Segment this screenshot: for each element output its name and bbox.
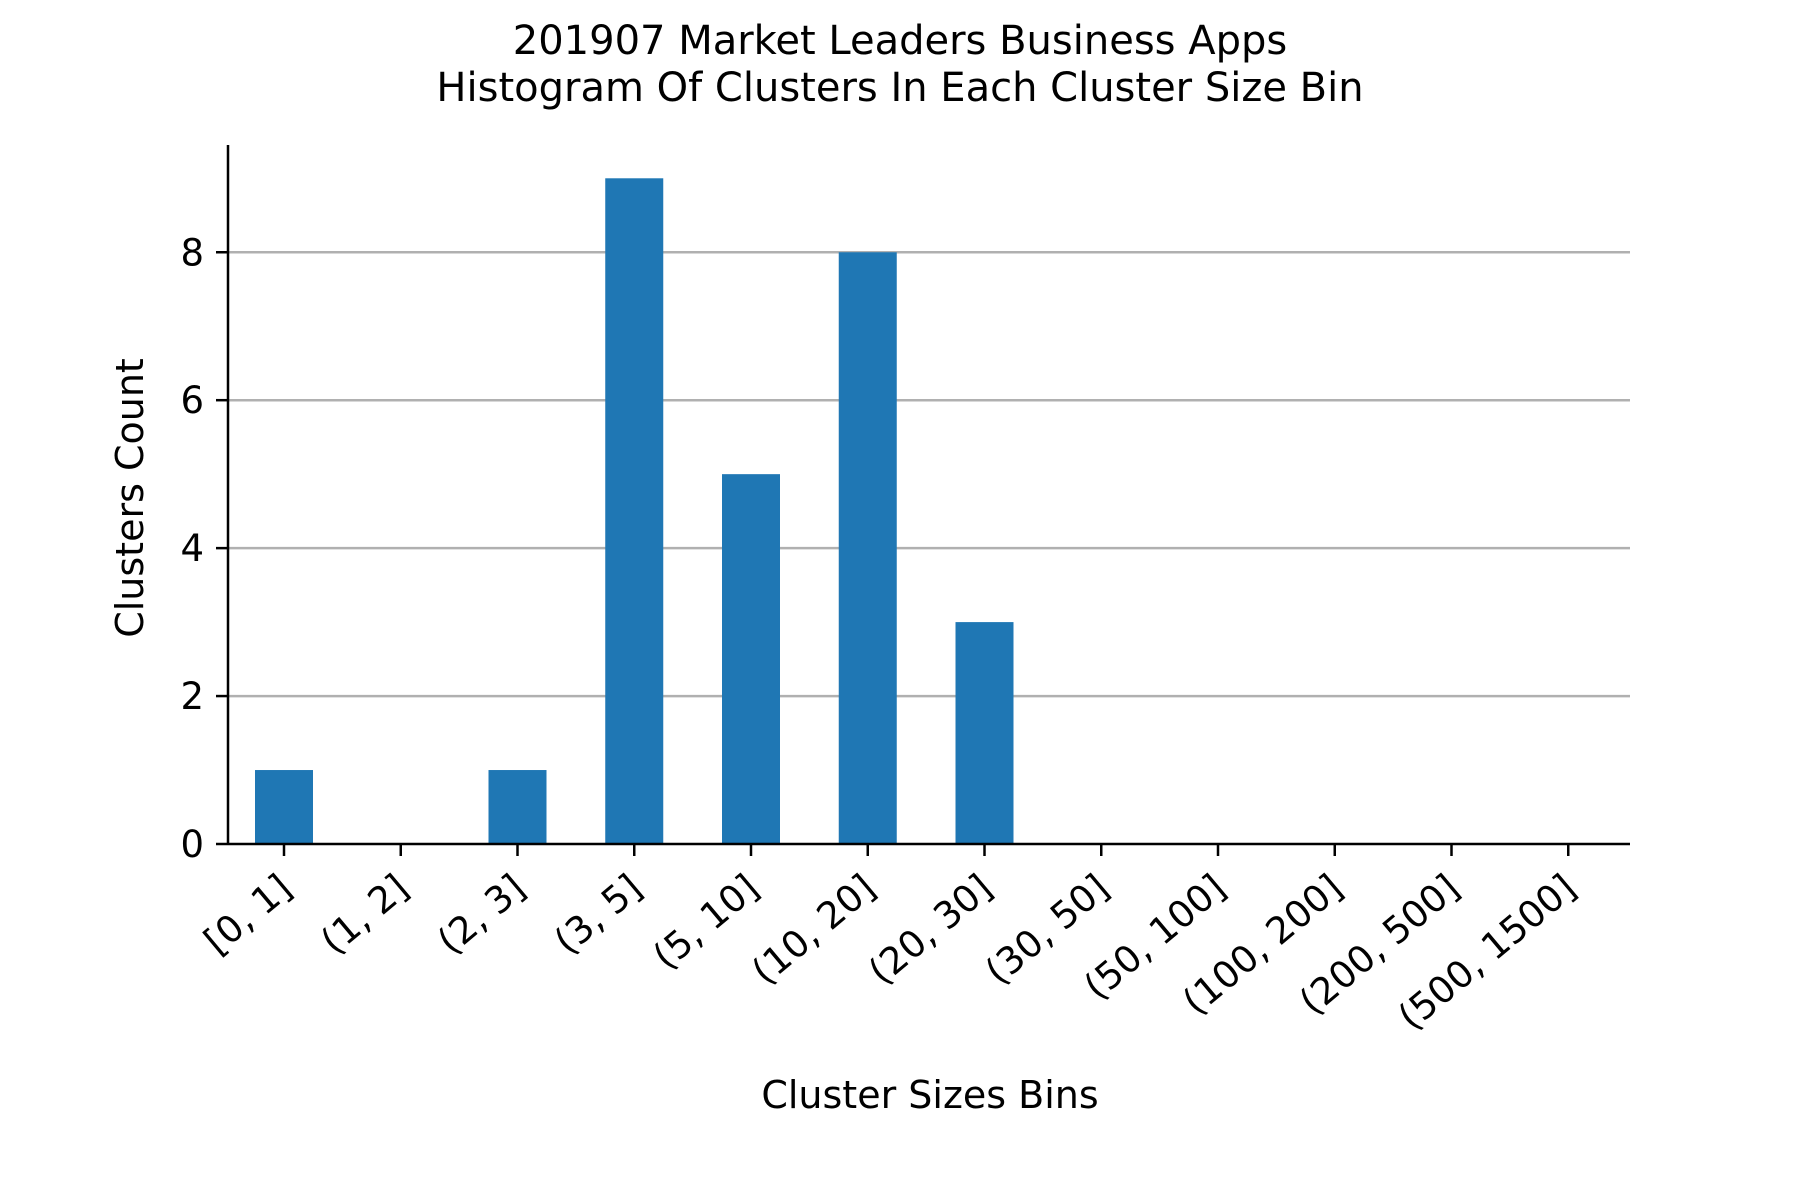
x-tick-label: (20, 30]	[860, 866, 1000, 993]
bar	[255, 770, 313, 844]
bar	[605, 178, 664, 845]
x-tick-label: (10, 20]	[744, 866, 884, 993]
x-axis-label: Cluster Sizes Bins	[761, 1073, 1098, 1117]
y-tick-label: 2	[180, 675, 204, 718]
bar	[722, 474, 780, 844]
x-tick-label: [0, 1]	[196, 866, 300, 963]
y-tick-label: 0	[180, 823, 204, 866]
chart-subtitle: Histogram Of Clusters In Each Cluster Si…	[436, 65, 1363, 111]
y-axis-label: Clusters Count	[108, 358, 152, 638]
bar	[488, 770, 547, 844]
chart-title: 201907 Market Leaders Business Apps	[513, 18, 1287, 64]
x-tick-label: (2, 3]	[429, 866, 533, 963]
x-tick-label: (3, 5]	[546, 866, 650, 963]
axes	[216, 145, 1630, 856]
gridlines	[228, 251, 1630, 698]
y-tick-label: 8	[180, 231, 204, 274]
y-tick-label: 4	[180, 527, 204, 570]
bar	[838, 252, 897, 844]
x-tick-label: (1, 2]	[313, 866, 417, 963]
bar	[955, 622, 1014, 844]
y-tick-label: 6	[180, 379, 204, 422]
bars	[255, 178, 1014, 845]
